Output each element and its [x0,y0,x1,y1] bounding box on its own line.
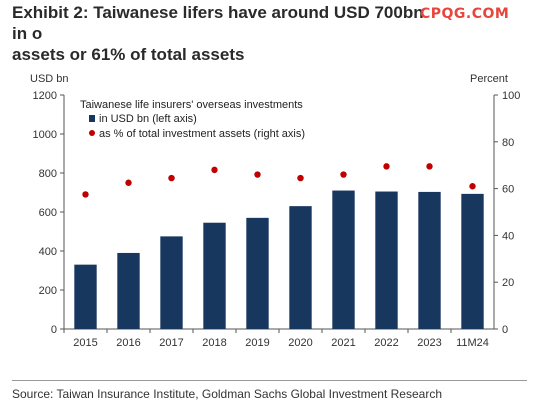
y-left-axis-label: USD bn [30,73,69,85]
y-left-tick-label: 1000 [33,129,57,141]
chart: 0 200 400 600 800 1000 1200 0 20 40 60 80 100 2015 201… [30,73,521,349]
legend-label-bars: in USD bn (left axis) [99,113,197,125]
legend: Taiwanese life insurers' overseas invest… [80,99,305,140]
y-right-tick-label: 0 [502,324,508,336]
x-tick-label: 2021 [331,337,355,349]
bar [289,206,312,329]
data-point [297,174,304,182]
y-left-tick-label: 400 [39,246,57,258]
x-tick-label: 2023 [417,337,441,349]
data-point [82,191,89,198]
x-tick-label: 11M24 [456,337,489,349]
data-point [125,179,132,186]
data-point [211,166,218,174]
chart-title-line-1: Exhibit 2: Taiwanese lifers have around … [12,3,424,43]
bar [246,217,269,329]
data-point [254,171,261,178]
bar [117,252,140,329]
dots-layer [82,163,476,198]
bar [332,190,355,329]
y-right-tick-label: 40 [502,230,514,242]
data-point [168,174,175,182]
data-point [383,163,390,170]
bar [418,191,441,329]
y-right-tick-label: 100 [502,90,520,102]
x-tick-label: 2020 [288,337,312,349]
y-right-tick-label: 20 [502,277,514,289]
source-divider [12,380,527,381]
bar [375,191,398,329]
watermark: CPQG.COM [420,6,510,22]
bars-layer [74,190,484,329]
data-point [469,183,476,190]
y-right-axis-label: Percent [470,73,508,85]
bar [160,236,183,329]
bar [461,193,484,329]
x-tick-label: 2017 [159,337,183,349]
x-tick-label: 2022 [374,337,398,349]
y-right-tick-label: 60 [502,184,514,196]
y-left-tick-label: 200 [39,285,57,297]
chart-title-line-2: assets or 61% of total assets [12,45,245,64]
legend-swatch-dots [89,130,95,136]
bar [74,264,97,329]
x-tick-label: 2016 [116,337,140,349]
tick-labels-layer: 0 200 400 600 800 1000 1200 0 20 40 60 80 100 2015 201… [33,90,521,349]
legend-label-dots: as % of total investment assets (right a… [99,128,305,140]
y-left-tick-label: 800 [39,168,57,180]
source-note: Source: Taiwan Insurance Institute, Gold… [12,387,443,401]
data-point [340,171,347,178]
y-right-tick-label: 80 [502,137,514,149]
bar [203,222,226,329]
x-tick-label: 2018 [202,337,226,349]
x-tick-label: 2015 [73,337,97,349]
y-left-tick-label: 600 [39,207,57,219]
y-left-tick-label: 1200 [33,90,57,102]
chart-title: Exhibit 2: Taiwanese lifers have around … [12,2,432,65]
x-tick-label: 2019 [245,337,269,349]
legend-title: Taiwanese life insurers' overseas invest… [80,99,303,111]
data-point [426,163,433,170]
legend-swatch-bars [89,115,95,122]
y-left-tick-label: 0 [51,324,57,336]
